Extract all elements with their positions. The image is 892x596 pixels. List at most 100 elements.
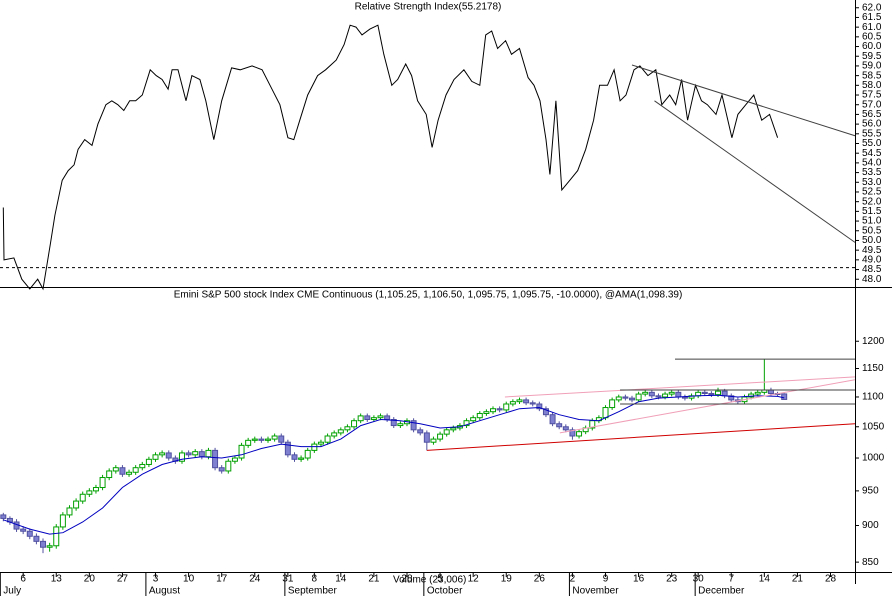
candle-body (417, 429, 424, 434)
x-tick-label: 28 (825, 574, 837, 585)
x-tick-label: 5 (437, 574, 443, 585)
y-tick-label: 1000 (862, 453, 885, 464)
period-label: November (572, 586, 619, 596)
candle-body (781, 393, 788, 400)
candle-body (198, 451, 205, 458)
y-tick-label: 62.0 (862, 2, 882, 13)
candle-body (576, 431, 583, 437)
y-tick-label: 48.5 (862, 264, 882, 275)
x-tick-label: 12 (468, 574, 480, 585)
candle-body (178, 452, 185, 462)
period-label: September (288, 586, 338, 596)
y-tick-label: 850 (862, 557, 879, 568)
candle-body (265, 438, 272, 441)
candle-body (476, 412, 483, 419)
trend-line (631, 64, 856, 137)
period-label: December (698, 586, 745, 596)
x-tick-label: 28 (401, 574, 413, 585)
x-tick-label: 3 (153, 574, 159, 585)
y-tick-label: 55.0 (862, 138, 882, 149)
x-tick-label: 10 (183, 574, 195, 585)
candle-body (86, 490, 93, 495)
x-tick-label: 14 (335, 574, 347, 585)
candle-body (0, 514, 7, 519)
candle-body (192, 451, 199, 456)
volume-label: Volume (23,006) (393, 575, 466, 586)
y-tick-label: 57.0 (862, 99, 882, 110)
x-tick-label: 23 (666, 574, 678, 585)
candle-body (351, 420, 358, 428)
candle-body (728, 395, 735, 401)
candle-body (59, 514, 66, 528)
y-tick-label: 52.0 (862, 196, 882, 207)
candle-body (251, 438, 258, 441)
x-tick-label: 8 (312, 574, 318, 585)
y-tick-label: 50.0 (862, 235, 882, 246)
x-tick-label: 2 (570, 574, 576, 585)
candle-body (205, 449, 212, 458)
candle-body (159, 452, 166, 456)
candle-body (152, 454, 159, 460)
candle-body (748, 393, 755, 398)
rsi-line (2, 24, 779, 291)
y-tick-label: 61.0 (862, 22, 882, 33)
candle-body (443, 429, 450, 435)
candle-body (437, 433, 444, 440)
candle-body (185, 452, 192, 456)
candle-body (668, 391, 675, 395)
candle-body (106, 470, 113, 479)
x-tick-label: 9 (603, 574, 609, 585)
y-tick-label: 1200 (862, 336, 885, 347)
y-tick-label: 60.5 (862, 31, 882, 42)
x-tick-label: 16 (633, 574, 645, 585)
y-tick-label: 58.5 (862, 70, 882, 81)
candle-body (384, 415, 391, 420)
candle-body (754, 391, 761, 395)
x-tick-label: 20 (84, 574, 96, 585)
candle-body (92, 487, 99, 492)
trend-line (504, 376, 856, 398)
candle-body (410, 420, 417, 431)
candle-body (331, 432, 338, 437)
candle-body (218, 467, 225, 472)
candle-body (311, 443, 318, 451)
y-tick-label: 54.0 (862, 158, 882, 169)
candle-body (450, 427, 457, 431)
candle-body (40, 540, 47, 548)
candle-body (304, 449, 311, 459)
candle-body (66, 507, 73, 516)
candle-body (20, 528, 27, 532)
candle-body (126, 471, 133, 475)
y-tick-label: 60.0 (862, 41, 882, 52)
candle-body (423, 432, 430, 443)
candle-body (708, 392, 715, 396)
y-tick-label: 51.0 (862, 216, 882, 227)
candle-body (26, 530, 33, 537)
candle-body (73, 500, 80, 509)
candle-body (721, 390, 728, 397)
candle-body (516, 399, 523, 403)
ama-line (3, 394, 785, 535)
candle-body (139, 463, 146, 469)
candle-body (364, 415, 371, 420)
y-tick-label: 53.0 (862, 177, 882, 188)
candle-body (470, 417, 477, 422)
candle-body (291, 454, 298, 460)
x-tick-label: 21 (792, 574, 804, 585)
candle-body (99, 477, 106, 489)
candle-body (357, 415, 364, 422)
candle-body (119, 467, 126, 475)
candle-body (536, 403, 543, 410)
candle-body (284, 441, 291, 456)
y-tick-label: 55.5 (862, 128, 882, 139)
y-tick-label: 53.5 (862, 167, 882, 178)
candle-body (212, 449, 219, 469)
candle-body (609, 399, 616, 409)
candle-body (225, 460, 232, 472)
x-tick-label: 21 (368, 574, 380, 585)
trend-line (426, 423, 856, 451)
candle-body (523, 399, 530, 404)
candle-body (298, 457, 305, 460)
y-tick-label: 49.5 (862, 245, 882, 256)
candle-body (53, 526, 60, 547)
